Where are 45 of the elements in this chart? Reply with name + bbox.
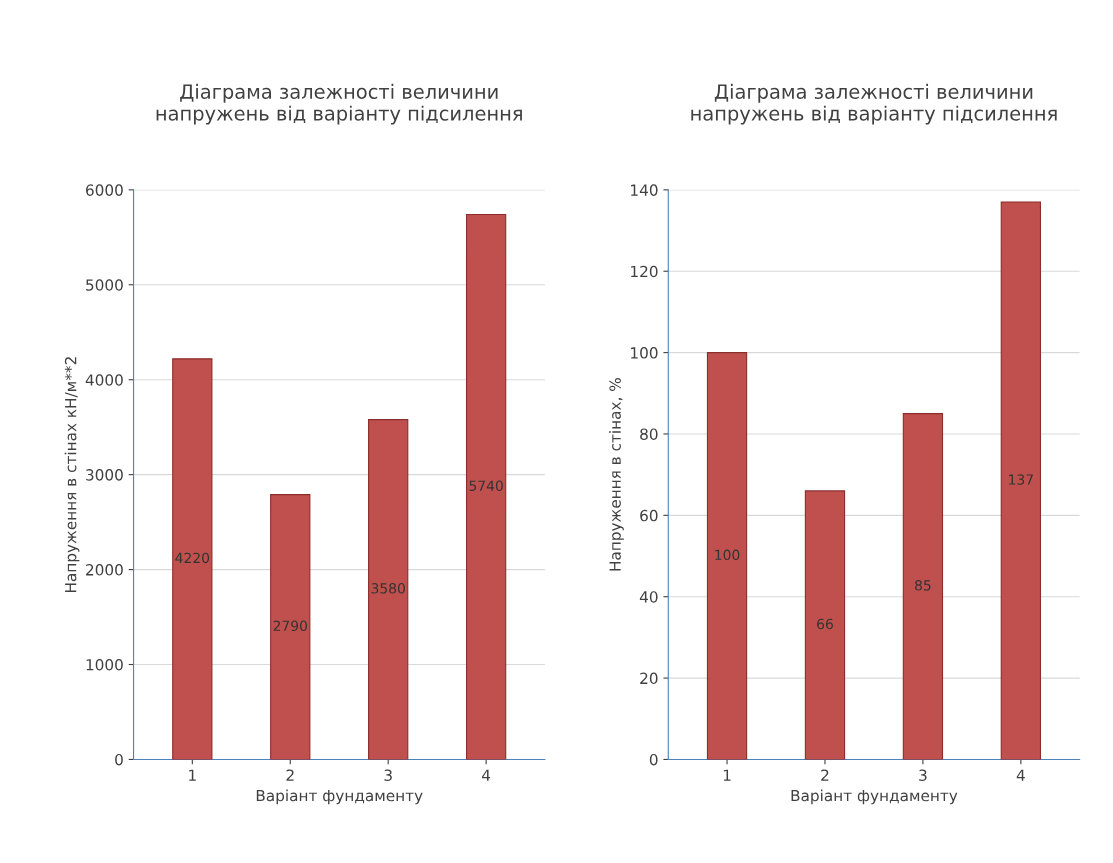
- y-axis-title: Напруження в стінах кН/м**2: [64, 357, 80, 593]
- bar: [902, 413, 944, 760]
- y-tick-label: 140: [631, 184, 658, 196]
- y-tick-label: 2000: [86, 564, 123, 576]
- x-tick-label: 3: [384, 769, 392, 781]
- bar: [804, 490, 846, 760]
- y-tick-label: 100: [631, 347, 658, 359]
- x-axis-title: Варіант фундаменту: [256, 789, 423, 805]
- data-label: 137: [1009, 474, 1033, 485]
- y-tick-label: 0: [115, 753, 123, 766]
- data-label: 3580: [371, 583, 405, 594]
- x-tick-label: 1: [189, 769, 196, 781]
- data-label: 85: [915, 580, 931, 591]
- y-tick-label: 5000: [86, 279, 123, 291]
- x-tick-label: 4: [482, 769, 491, 781]
- data-label: 100: [715, 549, 740, 561]
- bar: [270, 494, 311, 760]
- x-tick-label: 3: [919, 769, 927, 781]
- x-tick-label: 1: [723, 769, 731, 781]
- chart-title: Діаграма залежності величини напружень від варіанту підсилення: [691, 83, 1057, 125]
- data-label: 5740: [469, 480, 503, 492]
- y-tick-label: 80: [640, 428, 658, 440]
- data-label: 2790: [273, 620, 308, 632]
- x-tick-label: 2: [821, 769, 829, 781]
- bar: [368, 419, 409, 760]
- data-label: 4220: [175, 552, 210, 564]
- y-tick-label: 1000: [86, 658, 123, 671]
- y-tick-label: 40: [639, 591, 658, 603]
- bar: [706, 352, 748, 760]
- bar: [172, 358, 213, 760]
- y-tick-label: 3000: [86, 469, 123, 481]
- y-tick-label: 4000: [85, 374, 123, 386]
- y-tick-label: 20: [640, 672, 658, 685]
- bar: [465, 213, 507, 760]
- y-tick-label: 60: [640, 509, 658, 522]
- x-axis-title: Варіант фундаменту: [791, 789, 958, 805]
- x-tick-label: 4: [1016, 769, 1025, 781]
- chart-title: Діаграма залежності величини напружень від варіанту підсилення: [156, 83, 522, 125]
- bar: [1000, 201, 1041, 760]
- y-tick-label: 6000: [86, 184, 123, 196]
- data-label: 66: [817, 618, 833, 630]
- y-tick-label: 0: [649, 753, 658, 766]
- y-tick-label: 120: [631, 265, 658, 278]
- y-axis-title: Напруження в стінах, %: [609, 378, 624, 571]
- x-tick-label: 2: [286, 769, 294, 781]
